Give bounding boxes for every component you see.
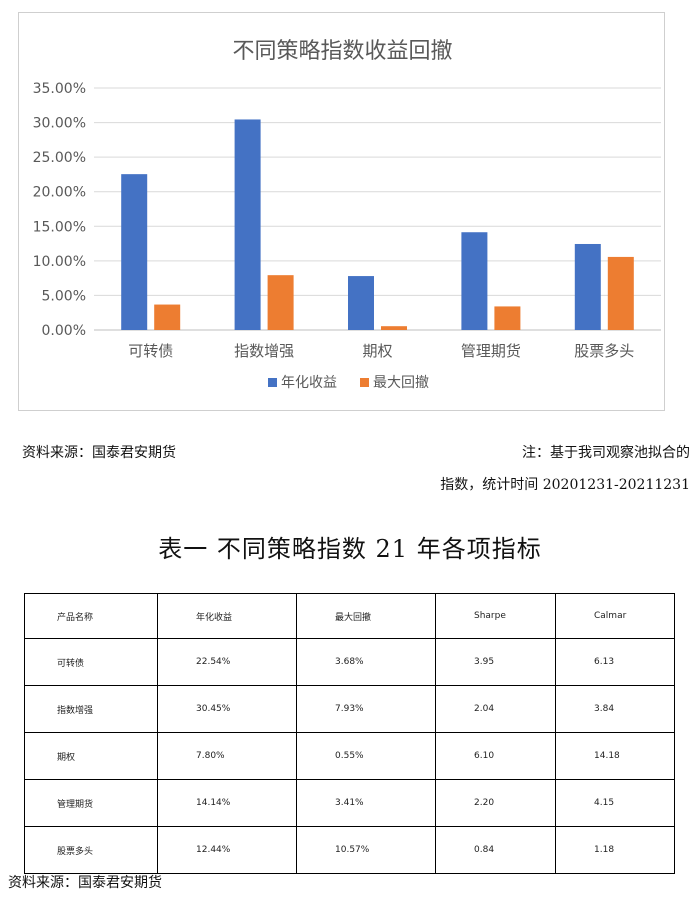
source-note-bottom: 资料来源：国泰君安期货 — [8, 875, 162, 891]
legend-swatch — [360, 378, 369, 387]
x-tick-label: 管理期货 — [461, 342, 521, 360]
cell-sharpe: 0.84 — [435, 826, 556, 874]
bar-max-drawdown — [381, 326, 407, 330]
bar-max-drawdown — [607, 256, 634, 330]
cell-annual-return: 14.14% — [157, 779, 297, 827]
cell-product: 指数增强 — [24, 685, 158, 733]
header-calmar: Calmar — [555, 593, 675, 639]
cell-max-drawdown: 3.68% — [296, 638, 436, 686]
cell-annual-return: 22.54% — [157, 638, 297, 686]
header-sharpe: Sharpe — [435, 593, 556, 639]
cell-max-drawdown: 10.57% — [296, 826, 436, 874]
bar-annual-return — [348, 276, 374, 330]
y-tick-label: 25.00% — [33, 150, 86, 166]
cell-sharpe: 2.20 — [435, 779, 556, 827]
cell-annual-return: 12.44% — [157, 826, 297, 874]
header-annual-return: 年化收益 — [157, 593, 297, 639]
table-row: 期权 7.80% 0.55% 6.10 14.18 — [24, 732, 675, 780]
bar-annual-return — [574, 243, 601, 330]
cell-annual-return: 7.80% — [157, 732, 297, 780]
cell-calmar: 1.18 — [555, 826, 675, 874]
table-header-row: 产品名称 年化收益 最大回撤 Sharpe Calmar — [24, 593, 675, 639]
x-tick-label: 可转债 — [128, 342, 173, 360]
x-tick-label: 指数增强 — [234, 342, 294, 360]
cell-sharpe: 6.10 — [435, 732, 556, 780]
bar-max-drawdown — [267, 275, 294, 330]
chart-note-line-1: 注：基于我司观察池拟合的 — [522, 445, 690, 461]
table-row: 可转债 22.54% 3.68% 3.95 6.13 — [24, 638, 675, 686]
cell-product: 可转债 — [24, 638, 158, 686]
metrics-table: 产品名称 年化收益 最大回撤 Sharpe Calmar 可转债 22.54% … — [24, 593, 675, 874]
y-tick-label: 15.00% — [33, 219, 86, 235]
cell-calmar: 6.13 — [555, 638, 675, 686]
y-tick-label: 0.00% — [42, 323, 86, 339]
bar-annual-return — [234, 119, 261, 331]
cell-max-drawdown: 3.41% — [296, 779, 436, 827]
bar-max-drawdown — [494, 306, 521, 330]
cell-max-drawdown: 7.93% — [296, 685, 436, 733]
y-tick-label: 30.00% — [33, 116, 86, 132]
legend-label: 最大回撤 — [373, 375, 429, 391]
legend-swatch — [268, 378, 277, 387]
x-tick-label: 股票多头 — [574, 342, 634, 360]
x-tick-label: 期权 — [362, 342, 392, 360]
bar-annual-return — [121, 174, 148, 330]
legend-label: 年化收益 — [281, 375, 337, 391]
cell-product: 股票多头 — [24, 826, 158, 874]
cell-calmar: 3.84 — [555, 685, 675, 733]
header-product: 产品名称 — [24, 593, 158, 639]
table-row: 股票多头 12.44% 10.57% 0.84 1.18 — [24, 826, 675, 874]
bar-max-drawdown — [154, 304, 181, 330]
bar-chart: 0.00% 5.00% 10.00% 15.00% 20.00% 25.00% 30.00%… — [33, 81, 661, 391]
bar-annual-return — [461, 232, 488, 330]
chart-title: 不同策略指数收益回撤 — [232, 39, 453, 64]
y-tick-label: 10.00% — [33, 254, 86, 270]
cell-product: 管理期货 — [24, 779, 158, 827]
y-tick-label: 35.00% — [33, 81, 86, 97]
header-max-drawdown: 最大回撤 — [296, 593, 436, 639]
cell-calmar: 4.15 — [555, 779, 675, 827]
cell-calmar: 14.18 — [555, 732, 675, 780]
chart-frame: 不同策略指数收益回撤 0.00% 5.00% 10.00% 15.00% 20.00% 2… — [18, 12, 665, 411]
cell-sharpe: 3.95 — [435, 638, 556, 686]
table-row: 管理期货 14.14% 3.41% 2.20 4.15 — [24, 779, 675, 827]
cell-annual-return: 30.45% — [157, 685, 297, 733]
table-title: 表一 不同策略指数 21 年各项指标 — [158, 535, 542, 563]
chart-note-line-2: 指数，统计时间 20201231-20211231 — [440, 477, 690, 493]
table-row: 指数增强 30.45% 7.93% 2.04 3.84 — [24, 685, 675, 733]
cell-sharpe: 2.04 — [435, 685, 556, 733]
source-note-top: 资料来源：国泰君安期货 — [22, 445, 176, 461]
cell-product: 期权 — [24, 732, 158, 780]
cell-max-drawdown: 0.55% — [296, 732, 436, 780]
y-tick-label: 5.00% — [42, 288, 86, 304]
y-tick-label: 20.00% — [33, 185, 86, 201]
